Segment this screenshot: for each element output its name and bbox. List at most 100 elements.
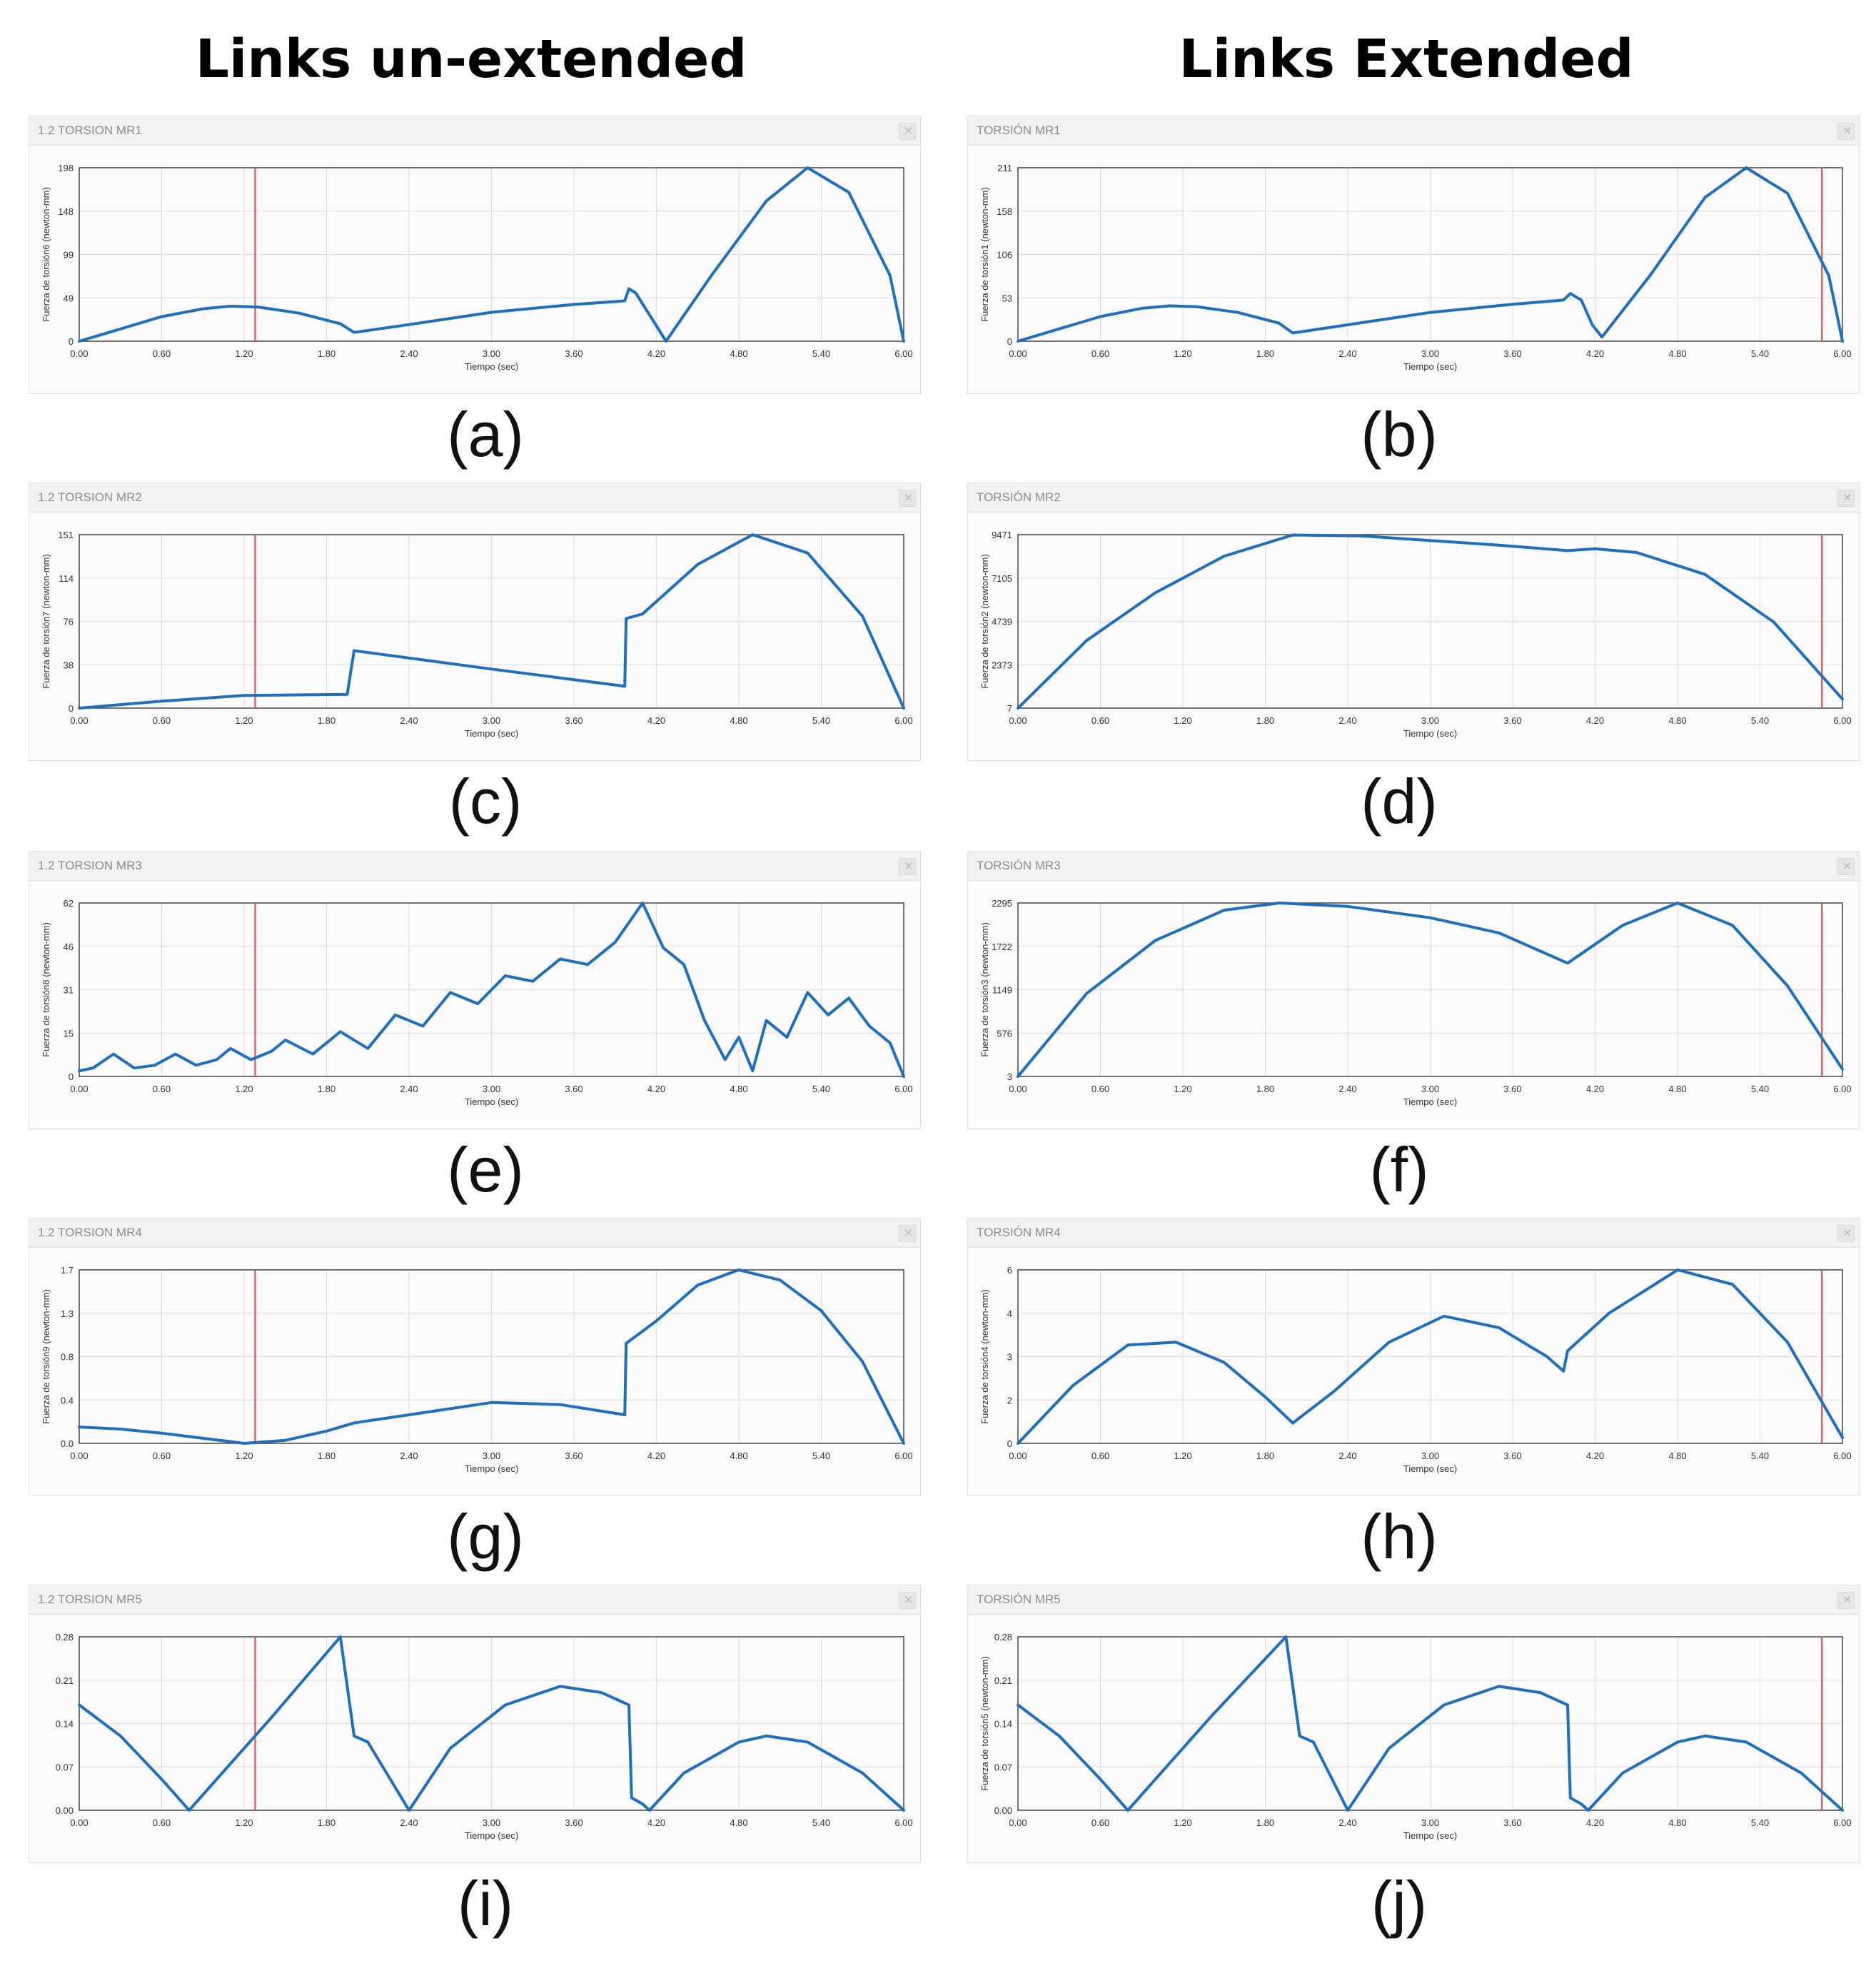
y-tick-label: 0.8 <box>61 1352 74 1363</box>
y-tick-label: 31 <box>64 985 74 996</box>
plot-frame <box>1017 1269 1843 1444</box>
y-tick-label: 1.3 <box>61 1308 74 1319</box>
x-tick-label: 1.20 <box>235 715 253 726</box>
series-line <box>1017 166 1844 343</box>
x-tick-label: 3.00 <box>483 348 500 359</box>
x-tick-label: 0.00 <box>70 1084 88 1094</box>
close-icon[interactable] <box>1837 1592 1855 1609</box>
y-axis-label: Fuerza de torsión6 (newton-mm) <box>41 187 51 322</box>
x-tick-label: 3.60 <box>565 348 583 359</box>
series-line <box>1017 902 1844 1078</box>
x-tick-label: 5.40 <box>812 1084 830 1094</box>
x-tick-label: 0.60 <box>153 348 171 359</box>
chart-plot: 0.00 0.60 1.20 1.80 2.40 3.00 3.60 4.20 4.80 5.40… <box>979 1632 1852 1841</box>
y-tick-label: 0.07 <box>994 1762 1012 1772</box>
close-icon[interactable] <box>899 858 916 875</box>
x-tick-label: 3.00 <box>1421 1817 1439 1828</box>
y-tick-label: 0.28 <box>994 1632 1012 1643</box>
x-tick-label: 6.00 <box>1833 348 1851 359</box>
x-tick-label: 5.40 <box>812 1817 830 1828</box>
chart-window-title: TORSIÓN MR2 <box>977 490 1061 504</box>
x-axis-label: Tiempo (sec) <box>1403 361 1457 372</box>
x-tick-label: 3.60 <box>565 1450 583 1461</box>
x-tick-label: 0.60 <box>153 1084 171 1094</box>
x-tick-label: 0.00 <box>1009 1450 1027 1461</box>
x-axis-label: Tiempo (sec) <box>465 728 518 739</box>
y-tick-label: 148 <box>58 206 74 217</box>
x-tick-label: 0.60 <box>1091 1450 1109 1461</box>
chart-panel: TORSIÓN MR1 0.00 0.60 1.20 1.80 2.40 3.00 3.60 4… <box>967 116 1860 500</box>
y-tick-label: 0.14 <box>56 1719 74 1730</box>
chart-window-titlebar: 1.2 TORSION MR3 <box>29 852 920 881</box>
x-tick-label: 1.20 <box>1174 1450 1191 1461</box>
y-axis-label: Fuerza de torsión8 (newton-mm) <box>41 922 51 1057</box>
x-axis-label: Tiempo (sec) <box>465 1830 518 1841</box>
left-column-title: Links un-extended <box>195 29 747 90</box>
x-tick-label: 6.00 <box>1833 715 1851 726</box>
y-tick-label: 3 <box>1007 1352 1012 1363</box>
x-tick-label: 2.40 <box>1338 348 1356 359</box>
x-tick-label: 3.00 <box>483 1450 500 1461</box>
chart-panel: TORSIÓN MR3 0.00 0.60 1.20 1.80 2.40 3.00 3.60 4… <box>967 851 1860 1235</box>
chart-window-titlebar: 1.2 TORSION MR1 <box>29 116 920 146</box>
series-line <box>1017 1268 1844 1445</box>
x-tick-label: 2.40 <box>400 715 418 726</box>
chart-window-title: 1.2 TORSION MR4 <box>38 1226 142 1239</box>
x-tick-label: 5.40 <box>1751 348 1769 359</box>
y-tick-label: 0.00 <box>56 1805 74 1816</box>
x-axis-label: Tiempo (sec) <box>1403 1463 1457 1474</box>
x-tick-label: 2.40 <box>400 1084 418 1094</box>
chart-window-title: TORSIÓN MR4 <box>977 1226 1061 1239</box>
x-tick-label: 3.00 <box>483 1817 500 1828</box>
x-tick-label: 3.60 <box>565 715 583 726</box>
y-tick-label: 7105 <box>992 573 1012 584</box>
chart-plot: 0.00 0.60 1.20 1.80 2.40 3.00 3.60 4.20 4.80 5.40… <box>41 530 913 739</box>
chart-panel: TORSIÓN MR4 0.00 0.60 1.20 1.80 2.40 3.00 3.60 4… <box>967 1218 1860 1602</box>
x-tick-label: 6.00 <box>894 348 912 359</box>
x-tick-label: 4.80 <box>1668 1450 1686 1461</box>
x-tick-label: 4.20 <box>647 1084 665 1094</box>
chart-window: 1.2 TORSION MR4 0.00 0.60 1.20 1.80 2.40 3.00 3… <box>29 1218 921 1496</box>
chart-window-titlebar: TORSIÓN MR5 <box>968 1585 1859 1615</box>
close-icon[interactable] <box>1837 1225 1855 1242</box>
panel-label: (i) <box>457 1868 514 1939</box>
chart-window: 1.2 TORSION MR1 0.00 0.60 1.20 1.80 2.40 3.00 3… <box>29 116 921 394</box>
y-tick-label: 0.0 <box>61 1438 74 1449</box>
x-tick-label: 4.80 <box>1668 715 1686 726</box>
x-tick-label: 0.00 <box>1009 715 1027 726</box>
panel-label: (j) <box>1371 1868 1428 1939</box>
y-axis-label: Fuerza de torsión9 (newton-mm) <box>41 1289 51 1424</box>
x-tick-label: 2.40 <box>1338 1450 1356 1461</box>
y-tick-label: 2373 <box>992 660 1012 670</box>
x-tick-label: 1.20 <box>1174 1084 1191 1094</box>
close-icon[interactable] <box>899 1592 916 1609</box>
y-tick-label: 38 <box>64 660 74 670</box>
x-tick-label: 4.80 <box>1668 1817 1686 1828</box>
series-line <box>1017 533 1844 710</box>
x-tick-label: 4.80 <box>730 1084 747 1094</box>
x-axis-label: Tiempo (sec) <box>465 1096 518 1107</box>
close-icon[interactable] <box>899 123 916 140</box>
x-tick-label: 3.60 <box>1503 1817 1521 1828</box>
chart-window-title: TORSIÓN MR3 <box>977 859 1061 872</box>
x-axis-label: Tiempo (sec) <box>1403 728 1457 739</box>
chart-window: TORSIÓN MR5 0.00 0.60 1.20 1.80 2.40 3.00 3.60 4… <box>967 1585 1860 1863</box>
x-tick-label: 4.20 <box>647 1817 665 1828</box>
close-icon[interactable] <box>1837 123 1855 140</box>
x-tick-label: 5.40 <box>812 715 830 726</box>
x-tick-label: 3.60 <box>1503 1450 1521 1461</box>
close-icon[interactable] <box>899 1225 916 1242</box>
x-tick-label: 1.80 <box>1256 1084 1274 1094</box>
series-line <box>78 1635 905 1812</box>
close-icon[interactable] <box>1837 490 1855 507</box>
close-icon[interactable] <box>899 490 916 507</box>
y-tick-label: 2295 <box>992 898 1012 909</box>
y-tick-label: 49 <box>64 293 74 303</box>
x-tick-label: 6.00 <box>894 715 912 726</box>
chart-window: TORSIÓN MR4 0.00 0.60 1.20 1.80 2.40 3.00 3.60 4… <box>967 1218 1860 1496</box>
x-tick-label: 0.00 <box>70 1450 88 1461</box>
x-tick-label: 1.20 <box>1174 1817 1191 1828</box>
chart-panel: 1.2 TORSION MR5 0.00 0.60 1.20 1.80 2.40 3.00 3… <box>29 1585 921 1969</box>
close-icon[interactable] <box>1837 858 1855 875</box>
chart-window-title: 1.2 TORSION MR1 <box>38 123 142 137</box>
